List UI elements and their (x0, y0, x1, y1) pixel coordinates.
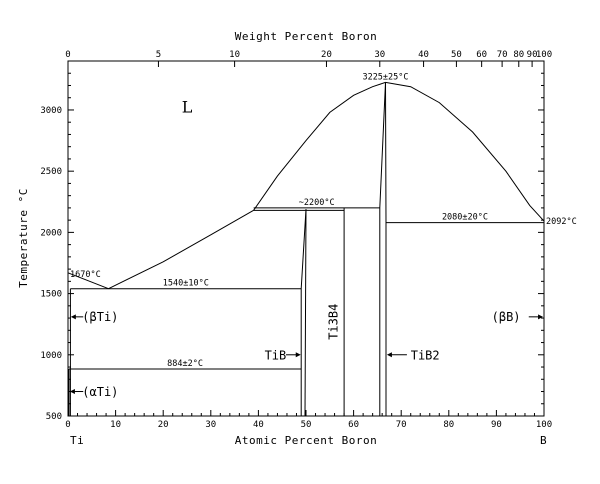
phase-label-liquid: L (182, 97, 193, 116)
invariant-label-eutectic-1540: 1540±10°C (163, 279, 209, 289)
phase-boundaries (67, 81, 545, 417)
x-tick-label: 10 (110, 420, 121, 430)
boundary-tib-right (304, 209, 307, 417)
top-tick-label: 50 (451, 50, 462, 60)
boundary-liquidus-tib2 (253, 81, 386, 211)
label-ti-melting: 1670°C (70, 270, 101, 280)
top-tick-label: 40 (418, 50, 429, 60)
top-tick-label: 60 (476, 50, 487, 60)
y-tick-label: 500 (46, 412, 62, 422)
top-tick-label: 90 (527, 50, 538, 60)
annotations: 1540±10°C 884±2°C ~2200°C 2080±20°C 1670°C 32… (69, 72, 577, 399)
right-endpoint-label: B (540, 434, 547, 447)
x-tick-label: 40 (253, 420, 264, 430)
arrowhead-beta-b (538, 314, 544, 320)
arrowhead-alpha-ti (69, 389, 75, 395)
x-tick-label: 70 (396, 420, 407, 430)
phase-label-beta-b: (βB) (492, 310, 521, 324)
y-tick-label: 3000 (40, 106, 62, 116)
y-axis-title: Temperature °C (17, 188, 30, 288)
y-tick-label: 2500 (40, 167, 62, 177)
boundary-liquidus-mid (108, 209, 254, 290)
top-axis-title: Weight Percent Boron (235, 30, 377, 43)
x-tick-label: 90 (491, 420, 502, 430)
phase-label-alpha-ti: (αTi) (82, 385, 118, 399)
top-tick-label: 70 (497, 50, 508, 60)
x-tick-label: 80 (443, 420, 454, 430)
invariant-label-eutectic-2080: 2080±20°C (442, 213, 488, 223)
invariant-label-eutectoid-884: 884±2°C (167, 359, 203, 369)
y-tick-label: 1000 (40, 351, 62, 361)
arrowhead-tib (295, 352, 301, 358)
phase-label-tib: TiB (265, 349, 287, 363)
left-endpoint-label: Ti (70, 434, 84, 447)
x-tick-label: 60 (348, 420, 359, 430)
x-tick-label: 30 (205, 420, 216, 430)
x-tick-label: 100 (536, 420, 552, 430)
top-tick-label: 80 (513, 50, 524, 60)
x-tick-label: 20 (158, 420, 169, 430)
top-tick-label: 100 (536, 50, 552, 60)
phase-label-tib2: TiB2 (411, 349, 440, 363)
label-tib2-melting: 3225±25°C (362, 72, 408, 82)
top-tick-label: 0 (65, 50, 70, 60)
axis-ticks: 0 10 20 30 40 50 60 70 80 90 100500100015002000250… (40, 50, 552, 430)
boundary-tib2-left (379, 82, 386, 416)
phase-label-beta-ti: (βTi) (82, 310, 118, 324)
boundary-tib2-right (385, 82, 387, 416)
x-tick-label: 50 (301, 420, 312, 430)
boundary-liquidus-ti (67, 272, 109, 290)
arrowhead-tib2 (386, 352, 392, 358)
y-tick-label: 1500 (40, 290, 62, 300)
top-tick-label: 30 (374, 50, 385, 60)
phase-label-ti3b4: Ti3B4 (326, 304, 340, 340)
arrowhead-beta-ti (70, 314, 76, 320)
top-tick-label: 20 (321, 50, 332, 60)
x-axis-title: Atomic Percent Boron (235, 434, 377, 447)
y-tick-label: 2000 (40, 228, 62, 238)
top-tick-label: 10 (229, 50, 240, 60)
boundary-liquidus-b (385, 81, 545, 222)
x-tick-label: 0 (65, 420, 70, 430)
label-b-melting: 2092°C (546, 217, 577, 227)
invariant-label-peritectic-2200-upper: ~2200°C (299, 198, 335, 208)
top-tick-label: 5 (156, 50, 161, 60)
